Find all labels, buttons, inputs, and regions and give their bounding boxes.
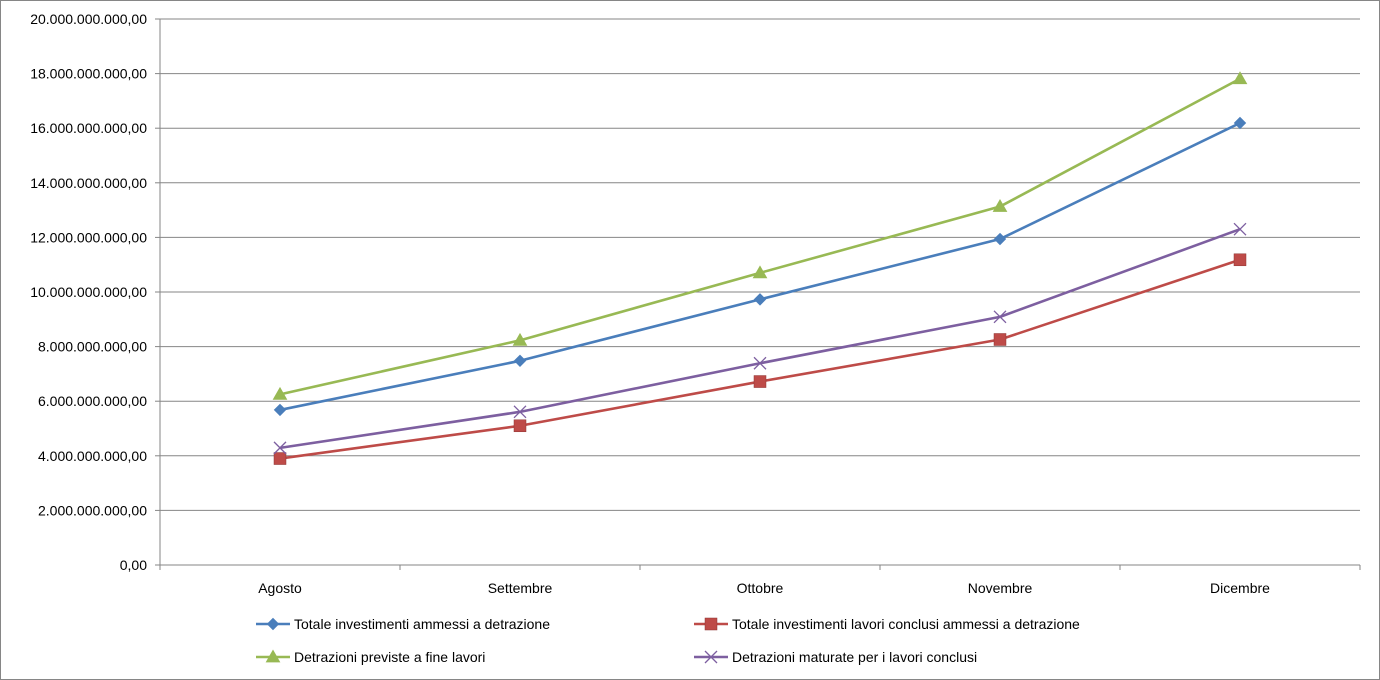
- data-point-4: [1233, 222, 1247, 236]
- y-tick-label: 16.000.000.000,00: [30, 120, 147, 136]
- legend-swatch-marker: [266, 617, 280, 631]
- legend-swatch-marker: [704, 650, 718, 664]
- data-point-3: [512, 332, 528, 346]
- legend-label: Totale investimenti ammessi a detrazione: [294, 616, 550, 632]
- y-tick-label: 4.000.000.000,00: [38, 448, 147, 464]
- y-tick-label: 18.000.000.000,00: [30, 66, 147, 82]
- data-point-3: [992, 199, 1008, 212]
- y-tick-label: 14.000.000.000,00: [30, 175, 147, 191]
- data-point-4: [273, 441, 287, 455]
- data-point-1: [753, 293, 767, 306]
- y-tick-label: 12.000.000.000,00: [30, 229, 147, 245]
- data-point-1: [993, 232, 1007, 246]
- legend-swatch-marker: [704, 617, 718, 631]
- data-point-2: [753, 375, 767, 388]
- legend-label: Detrazioni previste a fine lavori: [294, 649, 485, 665]
- y-tick-label: 0,00: [120, 557, 147, 573]
- y-tick-label: 20.000.000.000,00: [30, 11, 147, 27]
- series-line-4: [279, 227, 1241, 450]
- data-point-2: [993, 333, 1007, 346]
- data-point-1: [513, 354, 527, 368]
- data-point-3: [272, 386, 288, 400]
- legend-label: Detrazioni maturate per i lavori conclus…: [732, 649, 977, 665]
- data-point-4: [513, 405, 527, 419]
- y-tick-label: 2.000.000.000,00: [38, 502, 147, 518]
- y-tick-label: 6.000.000.000,00: [38, 393, 147, 409]
- data-point-1: [273, 403, 287, 417]
- x-tick-label: Agosto: [258, 580, 302, 596]
- series-line-2: [279, 258, 1241, 460]
- x-tick-label: Dicembre: [1210, 580, 1270, 596]
- y-tick-label: 8.000.000.000,00: [38, 339, 147, 355]
- data-point-3: [752, 265, 768, 279]
- data-point-4: [993, 310, 1007, 324]
- data-point-2: [513, 419, 527, 433]
- data-point-2: [1233, 253, 1247, 267]
- data-point-2: [273, 452, 287, 465]
- data-point-1: [1233, 116, 1247, 130]
- x-tick-label: Settembre: [488, 580, 553, 596]
- data-point-3: [1232, 71, 1248, 85]
- legend-swatch-marker: [265, 649, 281, 663]
- data-point-4: [753, 356, 767, 370]
- x-tick-label: Novembre: [968, 580, 1033, 596]
- x-tick-label: Ottobre: [737, 580, 784, 596]
- y-tick-label: 10.000.000.000,00: [30, 284, 147, 300]
- legend-label: Totale investimenti lavori conclusi amme…: [732, 616, 1080, 632]
